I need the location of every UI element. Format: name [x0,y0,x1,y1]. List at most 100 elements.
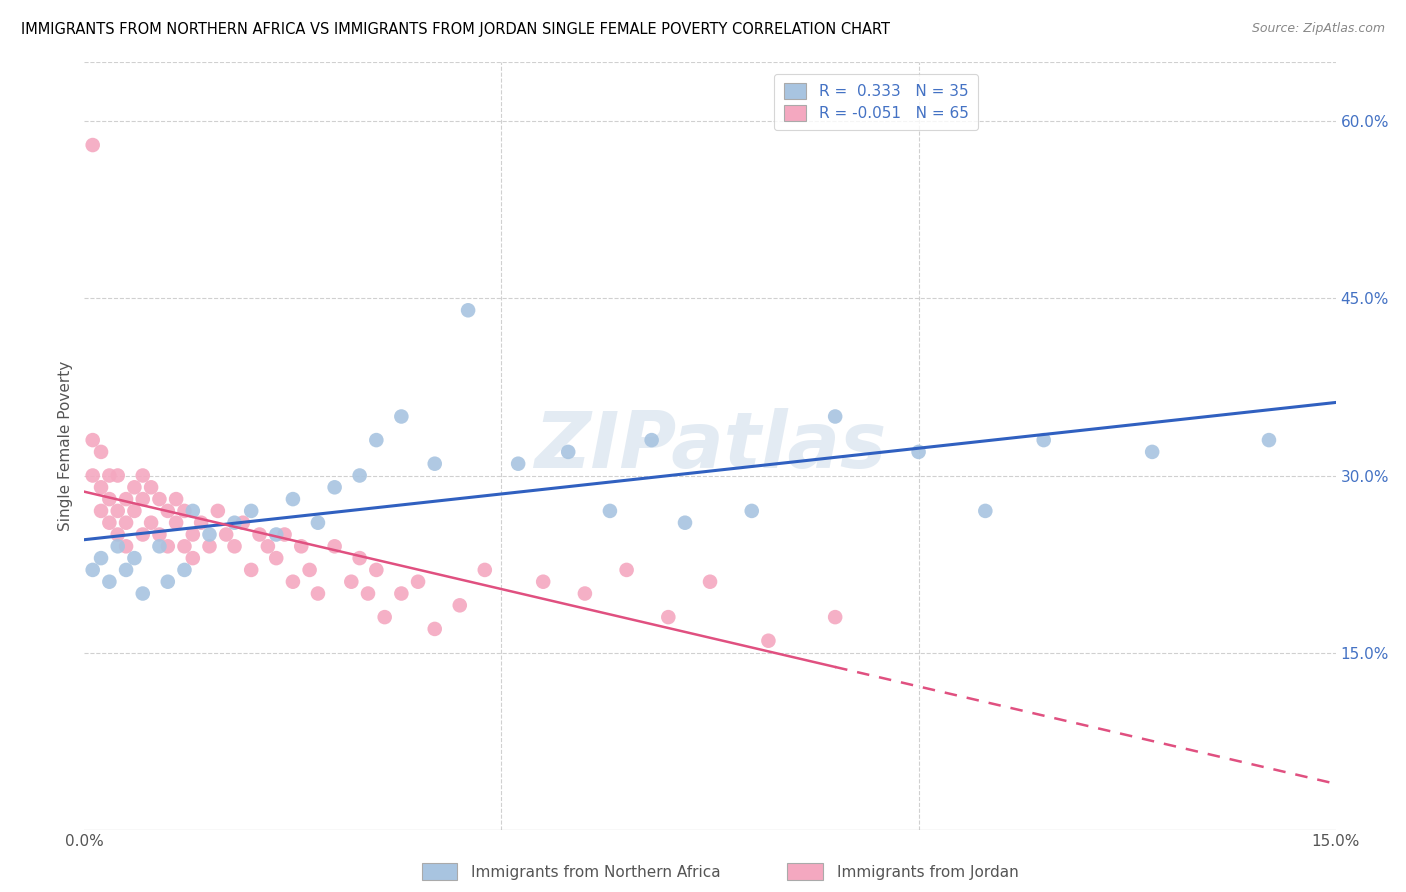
Point [107,539,129,553]
Point [599,504,621,518]
Point [406,574,429,589]
Point [224,539,246,553]
Point [474,563,496,577]
Point [90,551,112,566]
Point [758,633,780,648]
Point [156,539,179,553]
Point [224,516,246,530]
Point [974,504,997,518]
Point [423,457,446,471]
Point [232,516,254,530]
Point [190,516,212,530]
Point [273,527,295,541]
Point [115,516,138,530]
Point [148,492,170,507]
Point [148,539,170,553]
Point [115,492,138,507]
Point [156,574,179,589]
Point [366,433,388,447]
Point [264,527,287,541]
Point [257,539,280,553]
Point [181,551,204,566]
Point [449,599,471,613]
Point [1032,433,1054,447]
Point [215,527,238,541]
Point [281,492,304,507]
Point [423,622,446,636]
Point [124,551,146,566]
Text: IMMIGRANTS FROM NORTHERN AFRICA VS IMMIGRANTS FROM JORDAN SINGLE FEMALE POVERTY : IMMIGRANTS FROM NORTHERN AFRICA VS IMMIG… [21,22,890,37]
Point [1140,445,1163,459]
Point [290,539,312,553]
Text: Source: ZipAtlas.com: Source: ZipAtlas.com [1251,22,1385,36]
Point [132,586,155,600]
Point [139,480,162,494]
Point [741,504,763,518]
Point [173,539,195,553]
Text: ZIPatlas: ZIPatlas [534,408,886,484]
Point [323,480,346,494]
Point [374,610,396,624]
Point [82,563,104,577]
Legend: R =  0.333   N = 35, R = -0.051   N = 65: R = 0.333 N = 35, R = -0.051 N = 65 [775,74,977,130]
Point [824,610,846,624]
Point [98,492,121,507]
Point [82,433,104,447]
Point [90,445,112,459]
Point [240,563,263,577]
Point [82,138,104,153]
Point [557,445,579,459]
Point [98,574,121,589]
Point [323,539,346,553]
Point [107,527,129,541]
Point [124,504,146,518]
Point [198,539,221,553]
Point [907,445,929,459]
Point [574,586,596,600]
Y-axis label: Single Female Poverty: Single Female Poverty [58,361,73,531]
Point [349,551,371,566]
Point [165,516,187,530]
Point [148,527,170,541]
Point [139,516,162,530]
Point [124,480,146,494]
Point [98,516,121,530]
Point [366,563,388,577]
Point [165,492,187,507]
Point [673,516,696,530]
Point [1258,433,1281,447]
Point [349,468,371,483]
Point [298,563,321,577]
Point [281,574,304,589]
Point [508,457,530,471]
Point [90,504,112,518]
Point [181,504,204,518]
Point [173,504,195,518]
Point [249,527,271,541]
Point [340,574,363,589]
Point [115,563,138,577]
Point [82,468,104,483]
Text: Immigrants from Jordan: Immigrants from Jordan [837,865,1018,880]
Point [824,409,846,424]
Point [198,527,221,541]
Point [90,480,112,494]
Point [357,586,380,600]
Point [107,504,129,518]
Point [457,303,479,318]
Point [264,551,287,566]
Point [173,563,195,577]
Point [531,574,554,589]
Point [640,433,662,447]
Point [307,516,329,530]
Point [389,586,412,600]
Point [616,563,638,577]
Point [207,504,229,518]
Point [699,574,721,589]
Point [389,409,412,424]
Point [132,492,155,507]
Point [132,468,155,483]
Point [657,610,679,624]
Text: Immigrants from Northern Africa: Immigrants from Northern Africa [471,865,721,880]
Point [115,539,138,553]
